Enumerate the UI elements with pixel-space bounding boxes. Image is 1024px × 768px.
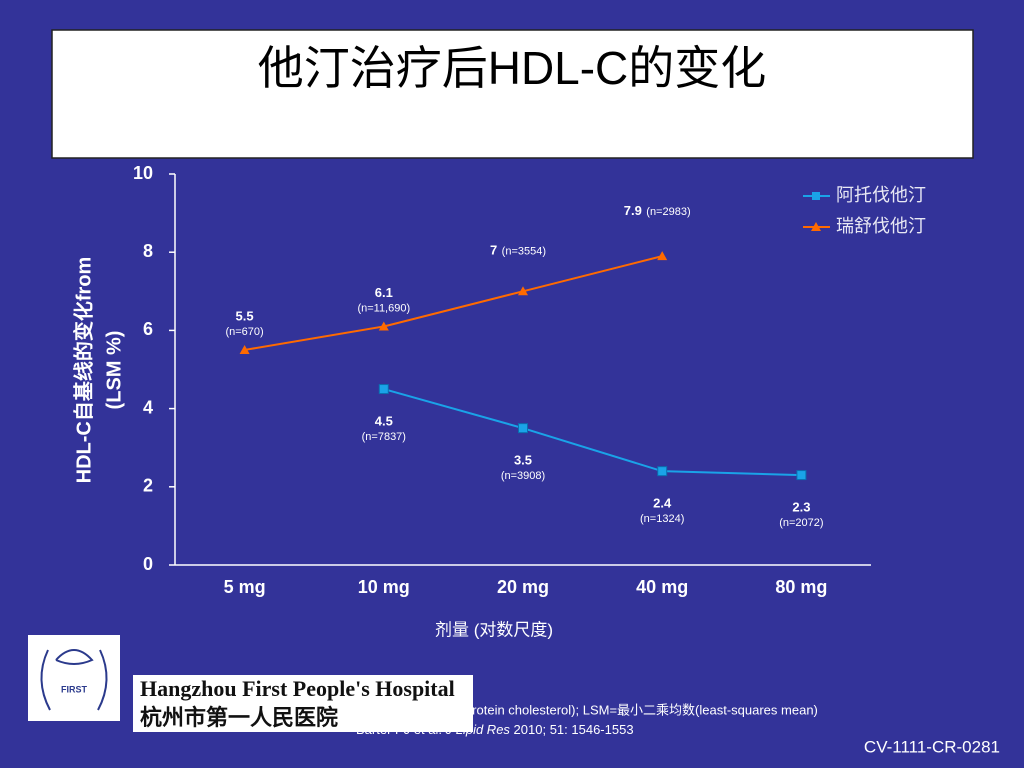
y-tick-label: 2 — [143, 476, 153, 496]
marker — [657, 466, 668, 477]
y-tick-label: 10 — [133, 163, 153, 183]
y-tick-label: 8 — [143, 241, 153, 261]
data-label-n: (n=2072) — [779, 517, 823, 529]
data-label-n: (n=3908) — [501, 470, 545, 482]
legend-label: 瑞舒伐他汀 — [836, 216, 926, 237]
marker — [518, 286, 528, 296]
series-line — [244, 255, 663, 351]
data-label-value: 5.5 — [236, 308, 254, 323]
logo-name-box — [133, 675, 473, 732]
data-label-value: 4.5 — [375, 413, 393, 428]
y-tick-label: 0 — [143, 554, 153, 574]
x-tick-label: 20 mg — [497, 577, 549, 597]
marker — [518, 423, 528, 434]
data-label-value: 2.4 — [653, 496, 672, 511]
logo-name-en: Hangzhou First People's Hospital — [140, 676, 455, 701]
y-tick-label: 4 — [143, 397, 153, 417]
data-label-n: (n=1324) — [640, 513, 684, 525]
x-tick-label: 40 mg — [636, 577, 688, 597]
marker — [796, 470, 807, 481]
x-tick-label: 10 mg — [358, 577, 410, 597]
data-label-value: 7 — [490, 243, 497, 258]
legend-marker — [812, 192, 820, 200]
logo-emblem — [40, 649, 108, 711]
data-label-value: 3.5 — [514, 453, 532, 468]
data-label-value: 6.1 — [375, 285, 393, 300]
y-axis-label: HDL-C自基线的变化from (LSM %) — [71, 257, 125, 484]
data-label: 7 (n=3554) — [490, 243, 546, 260]
x-tick-label: 5 mg — [224, 577, 266, 597]
legend-marker — [811, 222, 821, 231]
y-tick-label: 6 — [143, 319, 153, 339]
y-axis-label-line: (LSM %) — [103, 331, 125, 410]
data-label: 7.9 (n=2983) — [624, 203, 691, 220]
logo-emblem-text: FIRST — [61, 684, 88, 694]
x-axis-label: 剂量 (对数尺度) — [435, 620, 553, 639]
data-label-n: (n=2983) — [646, 206, 690, 218]
series-line — [383, 388, 802, 477]
chart-title: 他汀治疗后HDL-C的变化 — [258, 42, 767, 94]
slide-code: CV-1111-CR-0281 — [864, 737, 1000, 756]
x-tick-label: 80 mg — [775, 577, 827, 597]
legend-label: 阿托伐他汀 — [836, 185, 926, 206]
marker — [378, 384, 389, 395]
data-label-value: 7.9 — [624, 204, 642, 219]
data-label-n: (n=3554) — [502, 245, 546, 257]
marker — [239, 344, 250, 354]
marker — [657, 251, 668, 261]
marker — [378, 321, 389, 331]
y-axis-label-line: HDL-C自基线的变化from — [71, 257, 95, 484]
logo-name-cn: 杭州市第一人民医院 — [140, 705, 338, 731]
data-label-value: 2.3 — [792, 500, 810, 515]
data-label-n: (n=670) — [225, 326, 263, 338]
data-label-n: (n=7837) — [362, 431, 406, 443]
data-label-n: (n=11,690) — [357, 302, 410, 314]
citation-details: 2010; 51: 1546-1553 — [514, 722, 634, 737]
footnote: high-density lipoprotein cholesterol); L… — [371, 702, 818, 717]
title-box — [51, 29, 974, 159]
